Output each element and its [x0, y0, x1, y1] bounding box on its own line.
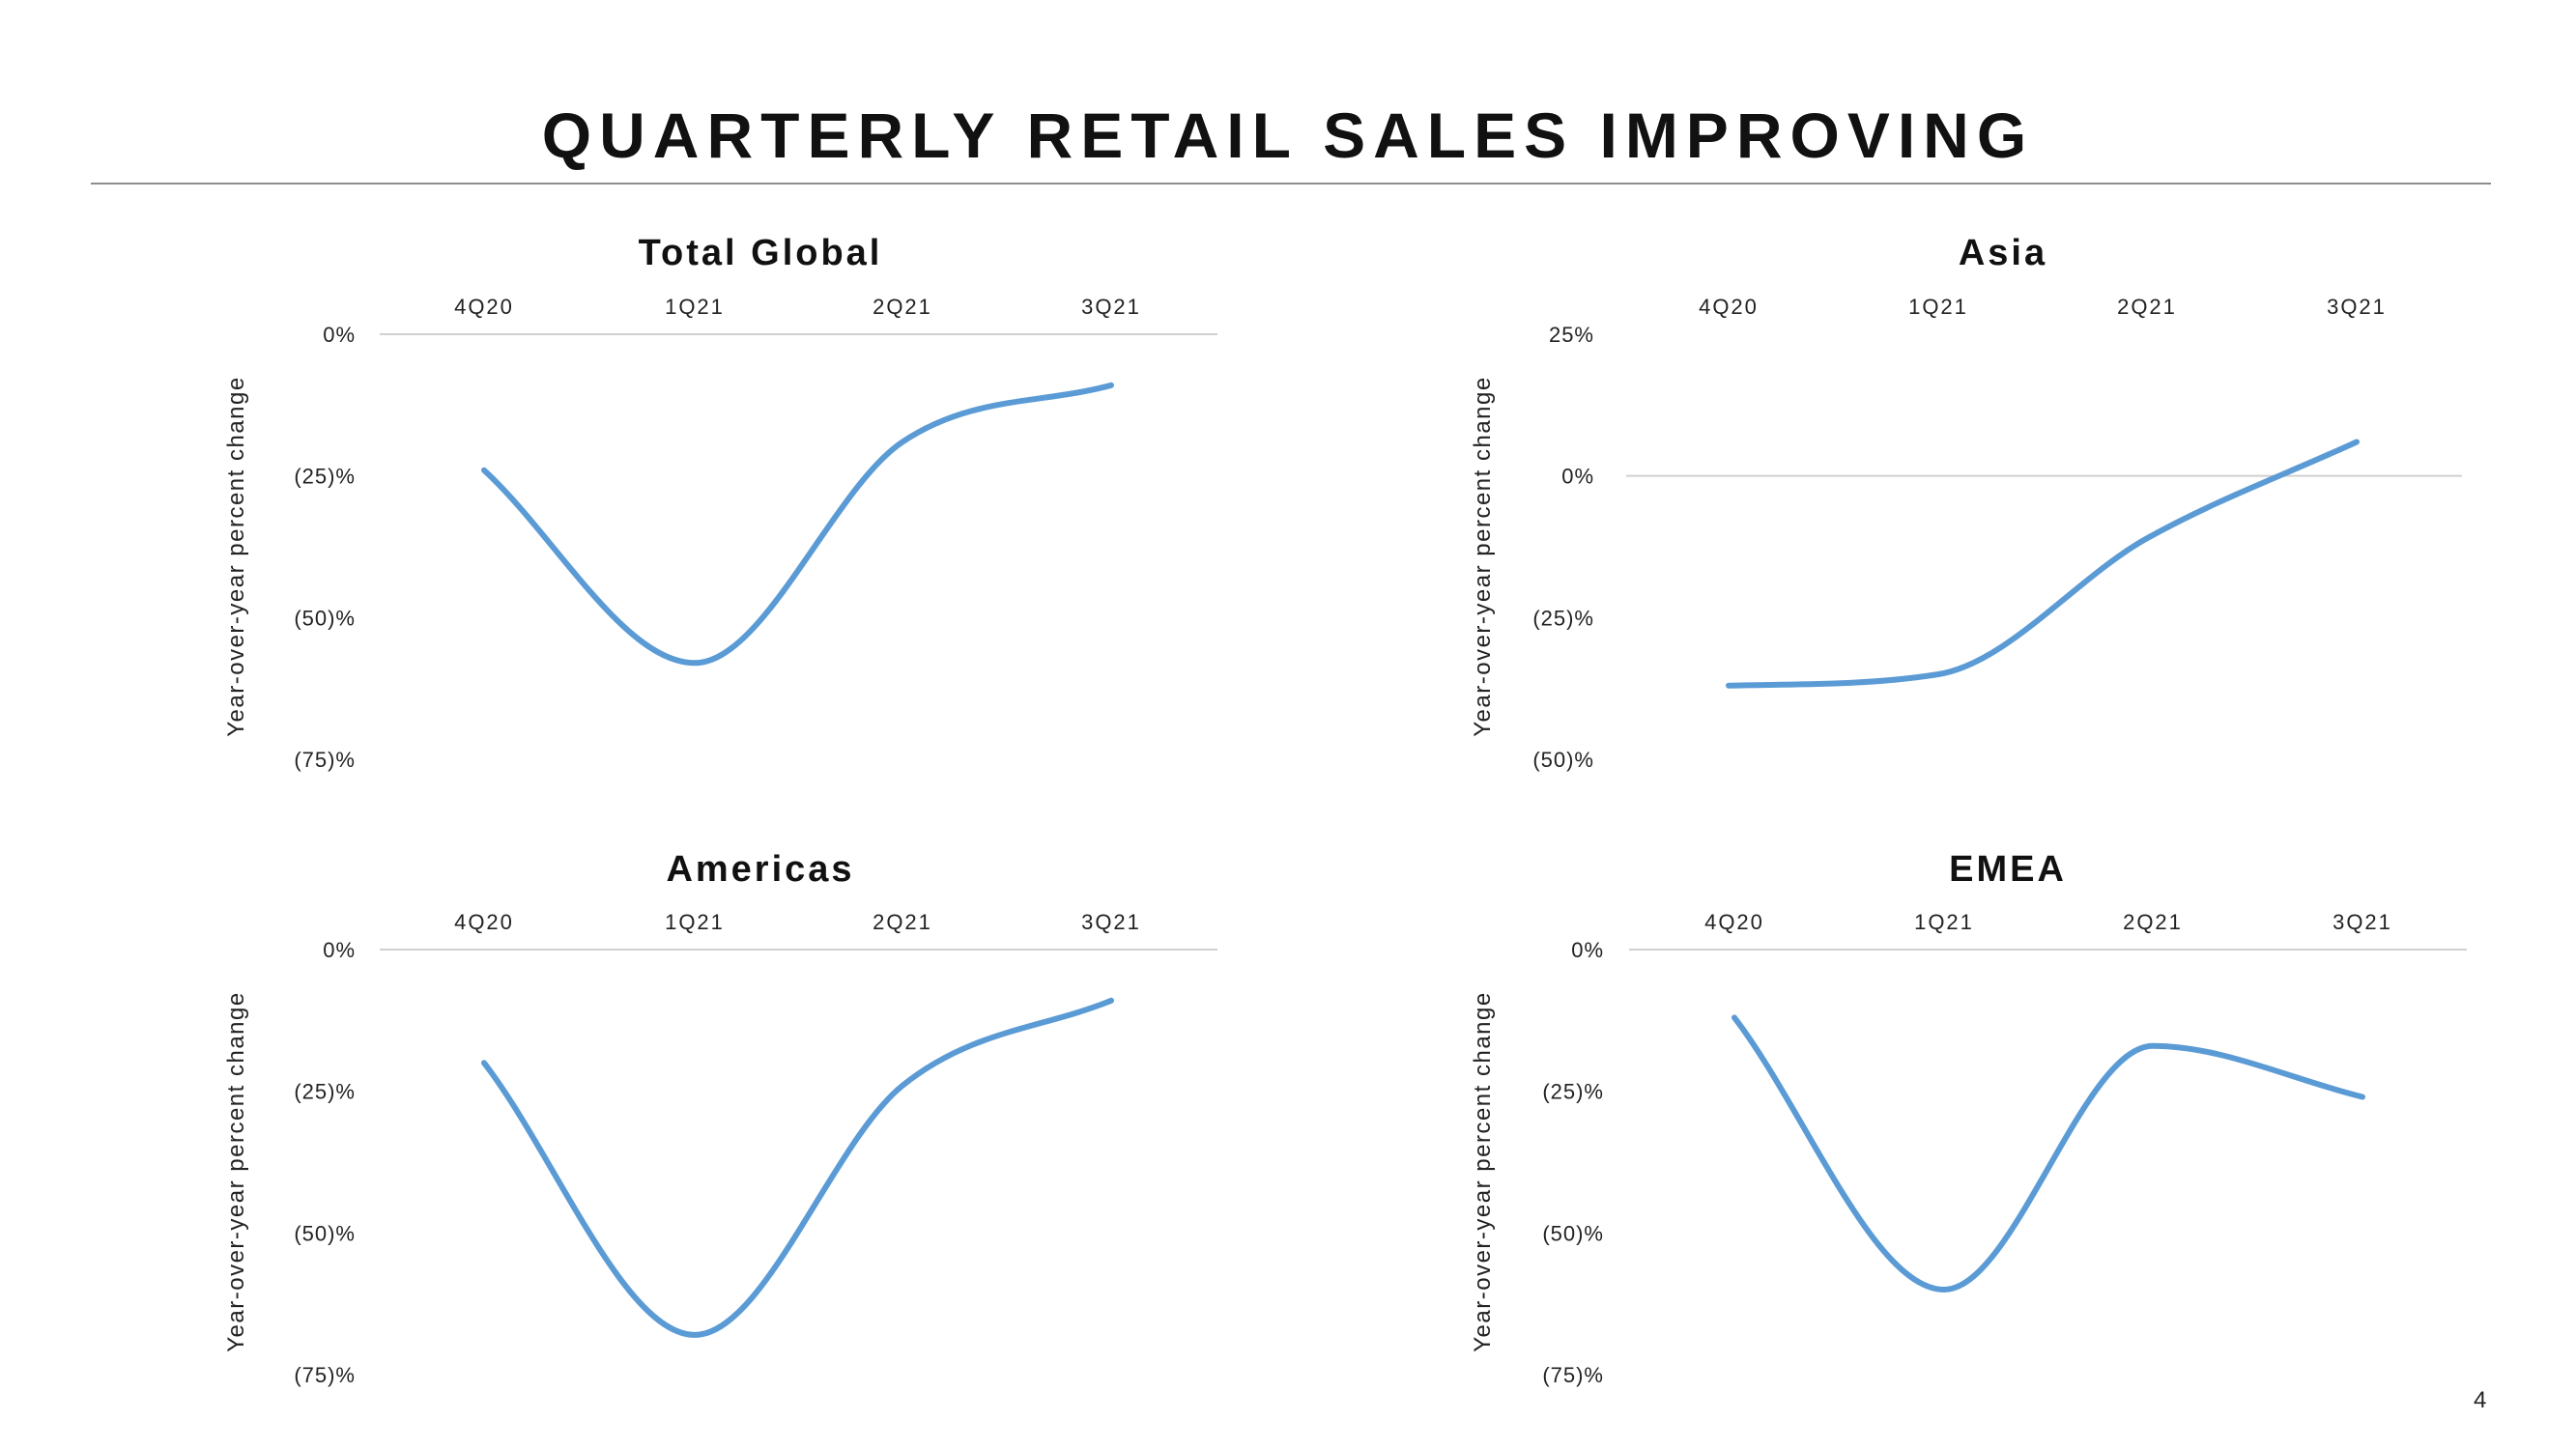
y-tick-label: 25%	[1549, 323, 1594, 347]
y-tick-label: (75)%	[294, 1363, 356, 1387]
x-tick-label: 1Q21	[1908, 295, 1968, 319]
x-tick-label: 3Q21	[2333, 910, 2392, 934]
y-tick-label: (25)%	[1532, 606, 1594, 630]
x-tick-label: 2Q21	[2117, 295, 2177, 319]
x-tick-label: 3Q21	[2327, 295, 2387, 319]
page-title: QUARTERLY RETAIL SALES IMPROVING	[541, 99, 2035, 171]
x-tick-label: 3Q21	[1081, 910, 1141, 934]
y-tick-label: 0%	[1561, 465, 1594, 489]
series-line	[1726, 439, 2360, 689]
y-tick-label: (25)%	[1542, 1080, 1604, 1104]
x-tick-label: 4Q20	[1704, 910, 1764, 934]
y-tick-label: (75)%	[294, 748, 356, 772]
x-tick-label: 1Q21	[1914, 910, 1974, 934]
x-tick-label: 4Q20	[454, 295, 514, 319]
y-tick-label: 0%	[1571, 938, 1604, 962]
y-tick-label: (50)%	[294, 606, 356, 630]
x-tick-label: 4Q20	[1699, 295, 1759, 319]
x-tick-label: 2Q21	[2123, 910, 2183, 934]
chart-title: Asia	[1959, 233, 2047, 273]
chart-title: EMEA	[1949, 849, 2067, 890]
x-tick-label: 2Q21	[873, 910, 932, 934]
y-axis-label: Year-over-year percent change	[1470, 376, 1496, 736]
y-tick-label: (75)%	[1542, 1363, 1604, 1387]
x-tick-label: 2Q21	[873, 295, 932, 319]
y-tick-label: (50)%	[1532, 748, 1594, 772]
page-number: 4	[2474, 1387, 2487, 1413]
x-tick-label: 1Q21	[665, 910, 725, 934]
chart-title: Total Global	[639, 233, 883, 273]
y-axis-label: Year-over-year percent change	[223, 376, 249, 736]
series-line	[481, 382, 1114, 667]
y-axis-label: Year-over-year percent change	[223, 991, 249, 1351]
y-tick-label: 0%	[323, 938, 356, 962]
series-line	[1732, 1014, 2365, 1293]
y-tick-label: (25)%	[294, 1080, 356, 1104]
y-tick-label: (50)%	[1542, 1221, 1604, 1245]
y-axis-label: Year-over-year percent change	[1470, 991, 1496, 1351]
y-tick-label: 0%	[323, 323, 356, 347]
x-tick-label: 4Q20	[454, 910, 514, 934]
series-line	[481, 997, 1114, 1338]
x-tick-label: 3Q21	[1081, 295, 1141, 319]
x-tick-label: 1Q21	[665, 295, 725, 319]
chart-title: Americas	[666, 849, 854, 890]
y-tick-label: (25)%	[294, 465, 356, 489]
y-tick-label: (50)%	[294, 1221, 356, 1245]
title-divider	[91, 183, 2491, 185]
